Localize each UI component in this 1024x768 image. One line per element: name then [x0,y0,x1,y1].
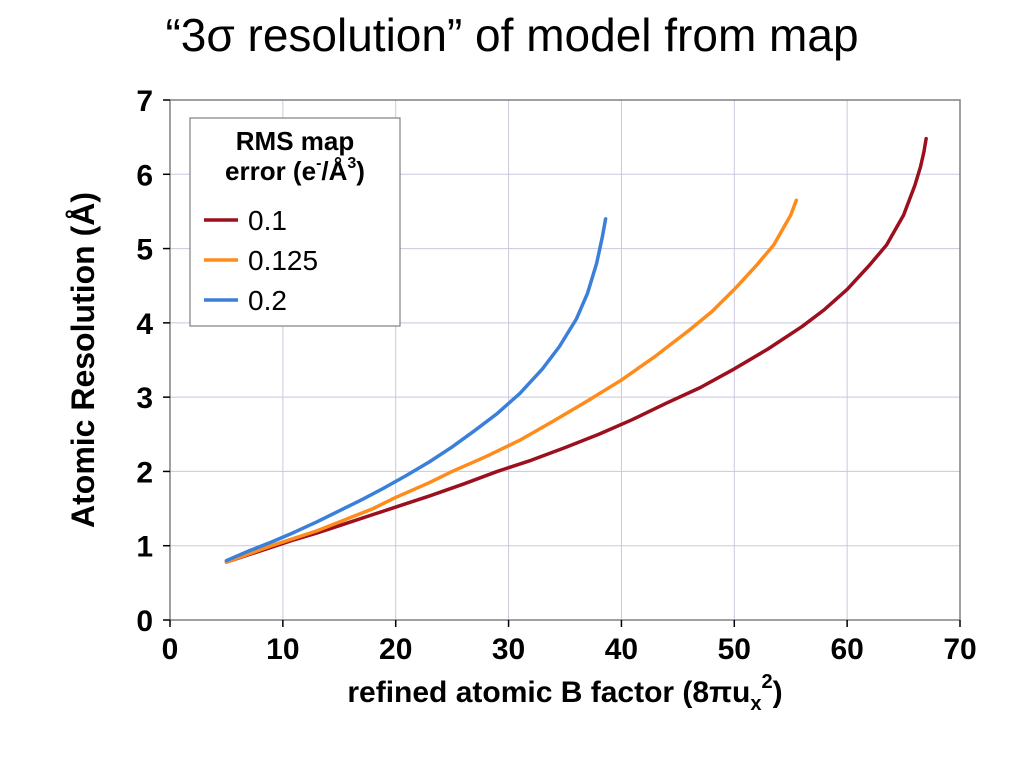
y-tick-label: 2 [136,456,153,489]
y-tick-label: 3 [136,382,153,415]
y-tick-label: 7 [136,85,153,118]
y-tick-label: 5 [136,234,153,267]
chart-svg: 0 10 20 30 40 50 60 70 0 1 2 3 4 5 6 7 Atomic Resolution… [60,80,1000,750]
x-tick-label: 60 [830,633,863,666]
chart-area: 0 10 20 30 40 50 60 70 0 1 2 3 4 5 6 7 Atomic Resolution… [60,80,1000,750]
x-tick-label: 10 [266,633,299,666]
legend-label: 0.1 [248,205,287,236]
legend-label: 0.2 [248,285,287,316]
chart-title: “3σ resolution” of model from map [0,8,1024,62]
y-tick-label: 0 [136,605,153,638]
x-tick-label: 50 [718,633,751,666]
y-axis-title: Atomic Resolution (Å) [65,192,101,528]
legend-title-2: error (e-/Å3) [225,155,365,186]
y-tick-label: 1 [136,531,153,564]
x-tick-label: 40 [605,633,638,666]
y-tick-label: 4 [136,308,153,341]
y-tick-label: 6 [136,159,153,192]
x-axis-title: refined atomic B factor (8πux2) [347,671,782,715]
legend-title-1: RMS map [236,126,354,156]
x-tick-label: 30 [492,633,525,666]
legend-label: 0.125 [248,245,318,276]
x-tick-label: 20 [379,633,412,666]
figure-container: “3σ resolution” of model from map 010203… [0,0,1024,768]
x-tick-label: 0 [162,633,179,666]
x-tick-label: 70 [943,633,976,666]
